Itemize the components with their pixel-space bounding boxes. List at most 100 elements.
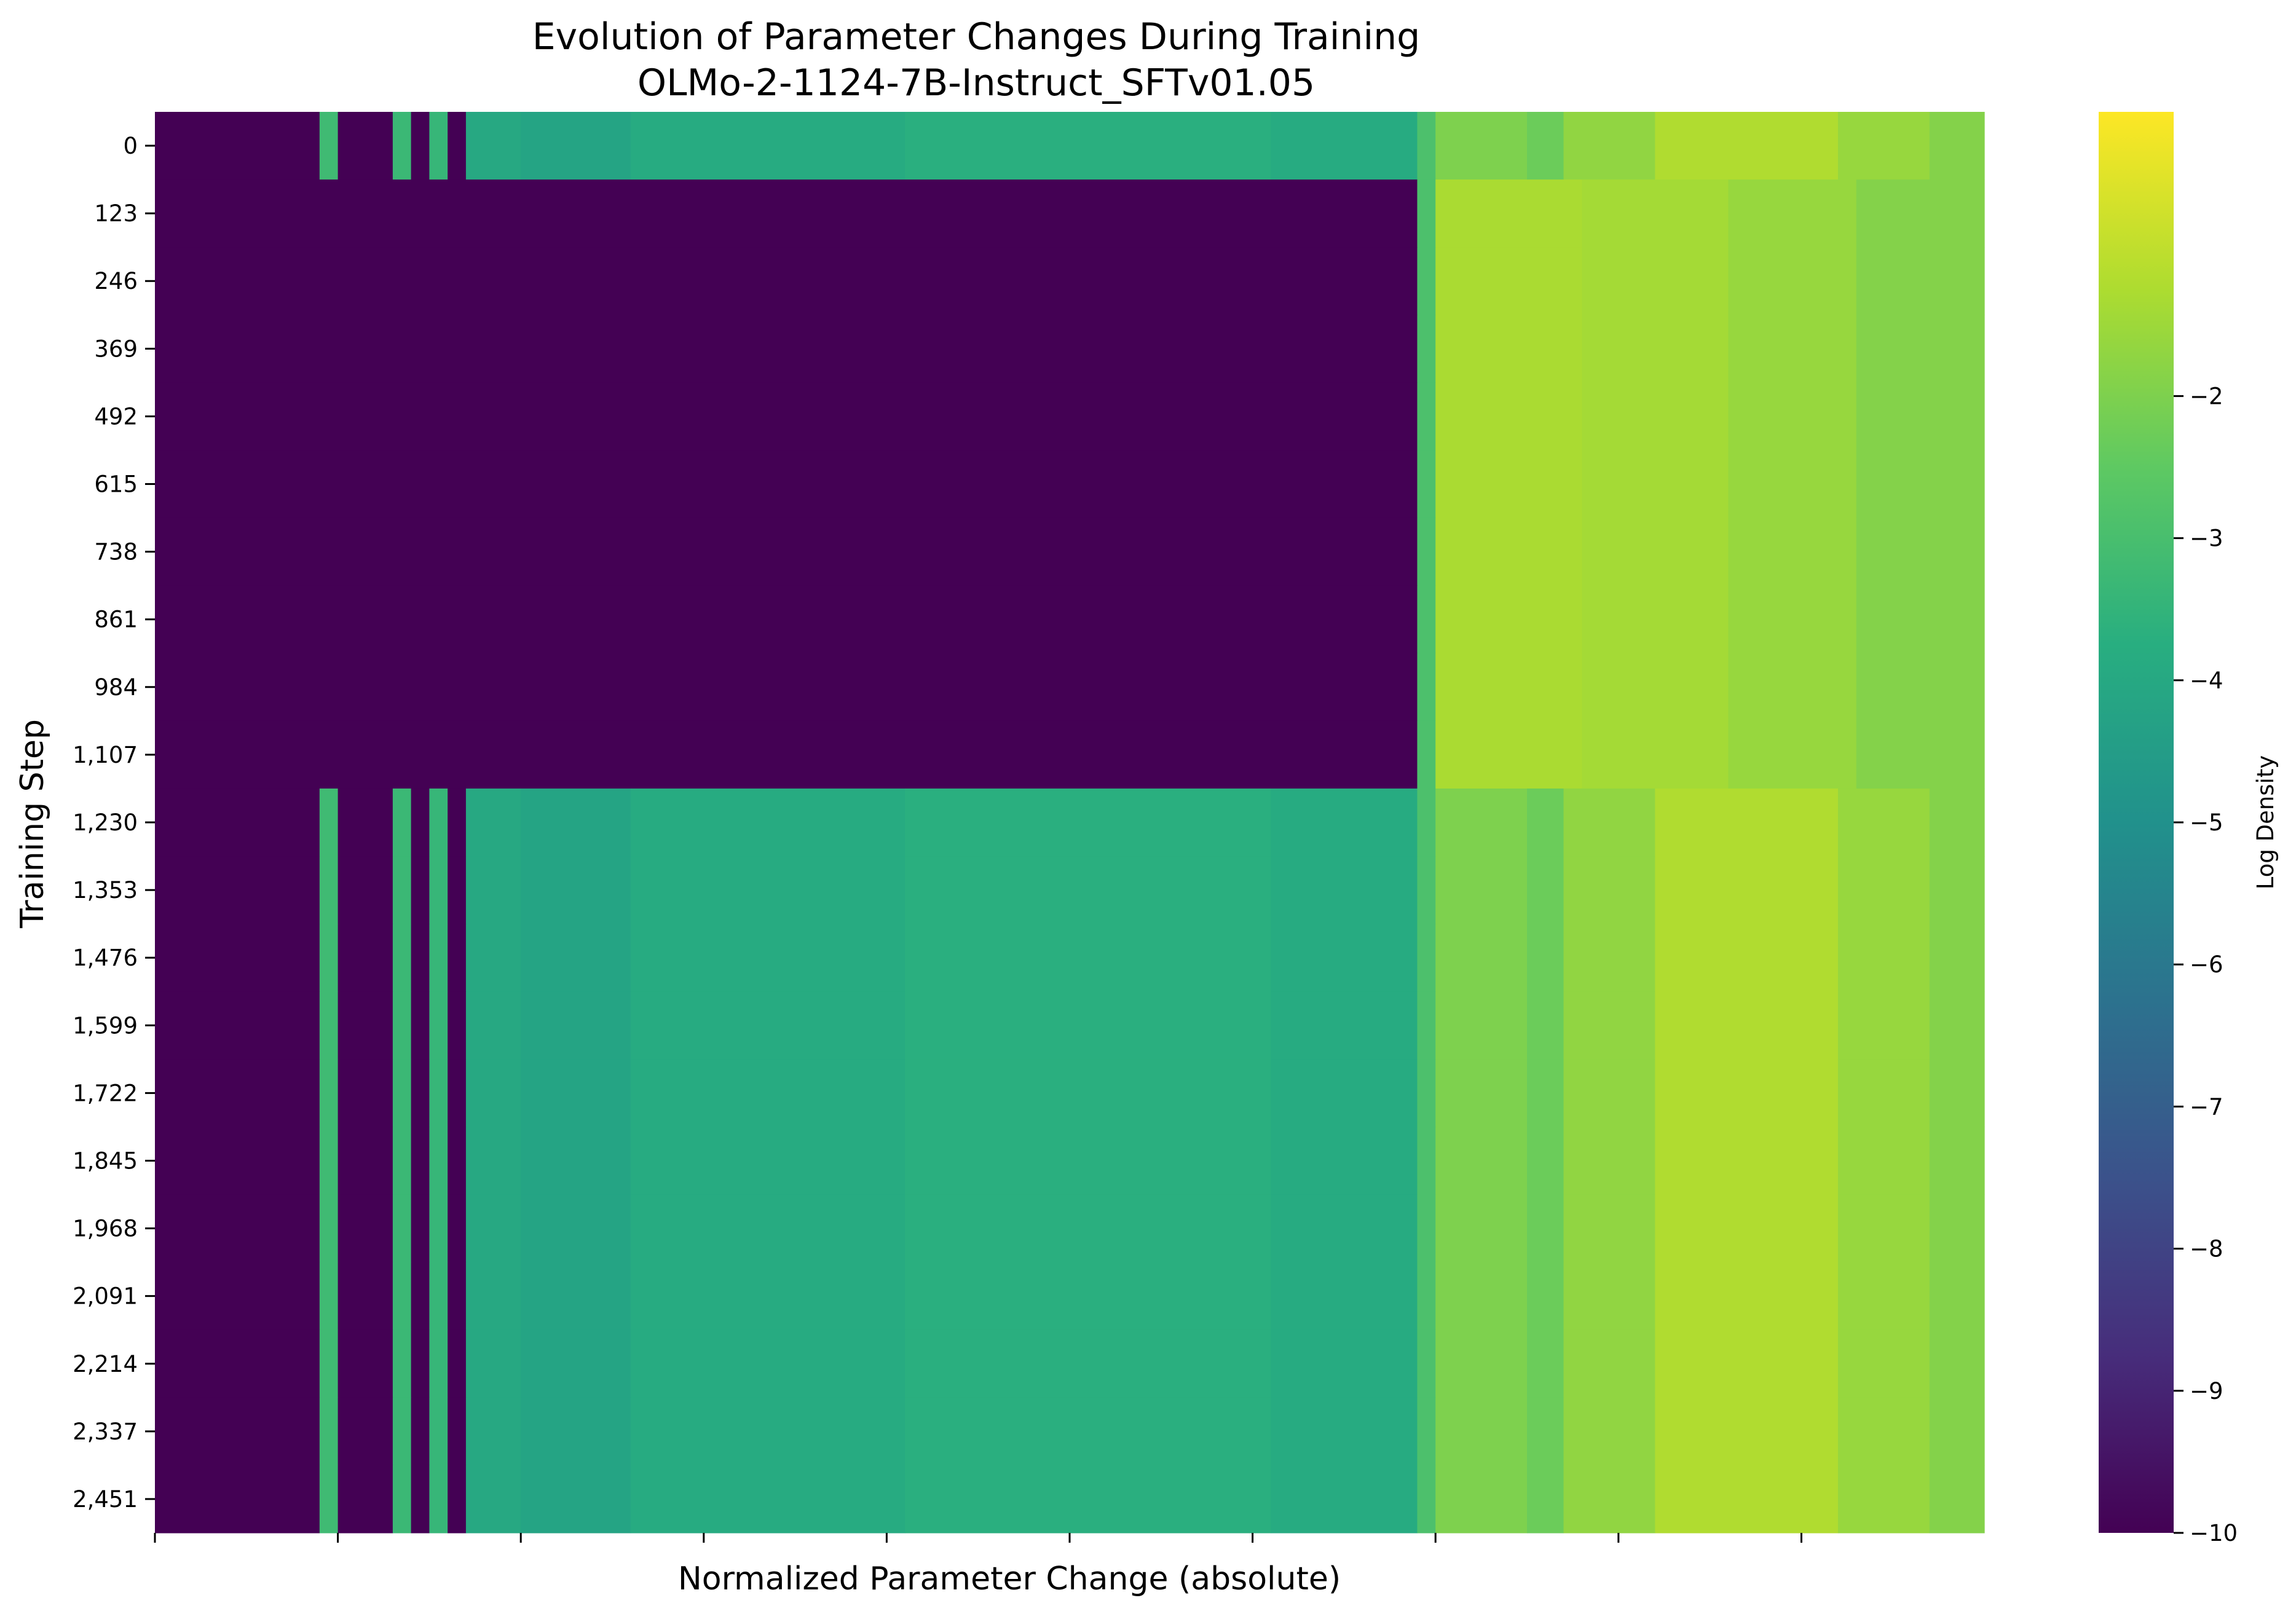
heatmap-cell-r14-s8 [521, 1059, 631, 1128]
heatmap-cell-r19-s5 [429, 1397, 448, 1466]
heatmap-cell-r5-s4 [1728, 450, 1857, 519]
heatmap-cell-r5-s3 [1582, 450, 1729, 519]
heatmap-cell-r17-s3 [392, 1262, 412, 1331]
heatmap-cell-r12-s16 [1655, 924, 1839, 992]
heatmap-cell-r20-s16 [1655, 1465, 1839, 1533]
heatmap-cell-r20-s3 [392, 1465, 412, 1533]
heatmap-cell-r12-s12 [1417, 924, 1436, 992]
heatmap-cell-r19-s15 [1563, 1397, 1655, 1466]
heatmap-cell-r0-s2 [337, 112, 393, 180]
heatmap-cell-r11-s6 [448, 856, 467, 924]
heatmap-cell-r0-s15 [1563, 112, 1655, 180]
heatmap-cell-r0-s6 [448, 112, 467, 180]
heatmap-cell-r12-s8 [521, 924, 631, 992]
heatmap-cell-r18-s8 [521, 1329, 631, 1398]
heatmap-cell-r12-s13 [1435, 924, 1528, 992]
heatmap-cell-r14-s18 [1929, 1059, 1985, 1128]
heatmap-cell-r20-s17 [1837, 1465, 1930, 1533]
heatmap-cell-r11-s16 [1655, 856, 1839, 924]
heatmap-cell-r10-s14 [1527, 788, 1564, 857]
heatmap-cell-r7-s2 [1435, 585, 1582, 654]
heatmap-cell-r14-s15 [1563, 1059, 1655, 1128]
heatmap-cell-r10-s4 [411, 788, 430, 857]
heatmap-cell-r16-s1 [319, 1194, 339, 1263]
y-tick-label: 861 [94, 607, 138, 633]
chart-subtitle: OLMo-2-1124-7B-Instruct_SFTv01.05 [637, 61, 1315, 104]
heatmap-cell-r11-s13 [1435, 856, 1528, 924]
heatmap-cell-r11-s7 [465, 856, 521, 924]
heatmap-cell-r20-s2 [337, 1465, 393, 1533]
y-axis-label: Training Step [14, 719, 51, 929]
heatmap-cell-r16-s18 [1929, 1194, 1985, 1263]
heatmap-cell-r20-s6 [448, 1465, 467, 1533]
heatmap-cell-r10-s10 [905, 788, 1271, 857]
heatmap-cell-r16-s2 [337, 1194, 393, 1263]
heatmap-cell-r13-s10 [905, 991, 1271, 1060]
heatmap-cell-r11-s11 [1271, 856, 1418, 924]
y-tick-label: 2,451 [73, 1486, 138, 1513]
heatmap-cell-r6-s1 [1417, 518, 1436, 586]
y-tick-label: 1,230 [73, 809, 138, 836]
heatmap-cell-r10-s6 [448, 788, 467, 857]
heatmap-cell-r11-s8 [521, 856, 631, 924]
heatmap-cell-r10-s11 [1271, 788, 1418, 857]
heatmap-cell-r18-s7 [465, 1329, 521, 1398]
heatmap-cell-r8-s0 [155, 653, 1418, 722]
heatmap-cell-r16-s8 [521, 1194, 631, 1263]
heatmap-cell-r15-s4 [411, 1127, 430, 1195]
heatmap-cell-r7-s5 [1856, 585, 1985, 654]
heatmap-cell-r13-s2 [337, 991, 393, 1060]
heatmap-cell-r19-s2 [337, 1397, 393, 1466]
heatmap-cell-r3-s1 [1417, 315, 1436, 383]
heatmap-cell-r9-s5 [1856, 720, 1985, 789]
y-tick-label: 984 [94, 674, 138, 701]
heatmap-cell-r13-s17 [1837, 991, 1930, 1060]
heatmap-cell-r2-s0 [155, 247, 1418, 315]
heatmap-cell-r19-s7 [465, 1397, 521, 1466]
heatmap-cell-r18-s15 [1563, 1329, 1655, 1398]
heatmap-cell-r10-s5 [429, 788, 448, 857]
y-tick-label: 1,599 [73, 1012, 138, 1039]
heatmap-cell-r14-s17 [1837, 1059, 1930, 1128]
heatmap-cell-r18-s9 [630, 1329, 905, 1398]
heatmap-cell-r4-s5 [1856, 382, 1985, 451]
heatmap-cell-r20-s12 [1417, 1465, 1436, 1533]
heatmap-cell-r15-s14 [1527, 1127, 1564, 1195]
heatmap-cell-r18-s13 [1435, 1329, 1528, 1398]
heatmap-cell-r14-s1 [319, 1059, 339, 1128]
heatmap-cell-r15-s7 [465, 1127, 521, 1195]
heatmap-cell-r11-s10 [905, 856, 1271, 924]
heatmap-cell-r2-s3 [1582, 247, 1729, 315]
heatmap-cell-r19-s8 [521, 1397, 631, 1466]
heatmap-cell-r14-s0 [155, 1059, 320, 1128]
heatmap-cell-r17-s12 [1417, 1262, 1436, 1331]
heatmap-cell-r4-s0 [155, 382, 1418, 451]
heatmap-cell-r0-s14 [1527, 112, 1564, 180]
heatmap-cell-r11-s14 [1527, 856, 1564, 924]
y-tick-label: 0 [123, 133, 138, 159]
heatmap-cell-r17-s7 [465, 1262, 521, 1331]
heatmap-cell-r17-s4 [411, 1262, 430, 1331]
y-tick-label: 1,476 [73, 945, 138, 971]
heatmap-cell-r12-s2 [337, 924, 393, 992]
heatmap-cell-r0-s12 [1417, 112, 1436, 180]
heatmap-cell-r1-s4 [1728, 179, 1857, 248]
heatmap-cells [155, 112, 1985, 1533]
y-tick-label: 369 [94, 336, 138, 362]
heatmap-cell-r17-s10 [905, 1262, 1271, 1331]
heatmap-cell-r3-s4 [1728, 315, 1857, 383]
heatmap-cell-r15-s15 [1563, 1127, 1655, 1195]
heatmap-cell-r19-s14 [1527, 1397, 1564, 1466]
heatmap-cell-r12-s4 [411, 924, 430, 992]
heatmap-cell-r14-s2 [337, 1059, 393, 1128]
heatmap-cell-r5-s1 [1417, 450, 1436, 519]
heatmap-cell-r17-s14 [1527, 1262, 1564, 1331]
heatmap-cell-r20-s1 [319, 1465, 339, 1533]
colorbar-tick-label: −9 [2190, 1378, 2223, 1404]
heatmap-cell-r10-s17 [1837, 788, 1930, 857]
y-tick-label: 615 [94, 471, 138, 498]
heatmap-cell-r20-s5 [429, 1465, 448, 1533]
heatmap-cell-r19-s11 [1271, 1397, 1418, 1466]
heatmap-cell-r20-s0 [155, 1465, 320, 1533]
heatmap-cell-r13-s18 [1929, 991, 1985, 1060]
